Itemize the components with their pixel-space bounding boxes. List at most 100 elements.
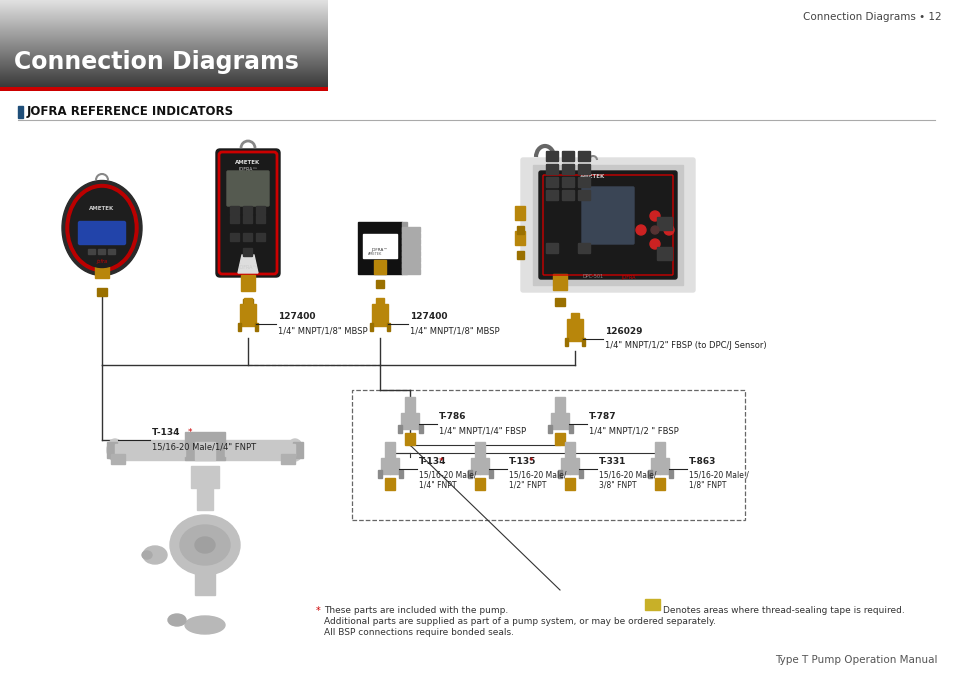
Bar [418,425,422,433]
FancyBboxPatch shape [546,190,558,200]
FancyBboxPatch shape [215,149,280,277]
Bar [647,470,651,478]
Bar [0,9,328,10]
FancyBboxPatch shape [578,178,590,188]
Bar [0,2,328,3]
Text: 126029: 126029 [604,327,641,336]
Bar [0,41,328,42]
Bar [244,298,252,312]
Bar [0,34,328,35]
Circle shape [649,211,659,221]
FancyBboxPatch shape [562,178,574,188]
Text: 1/4" FNPT: 1/4" FNPT [418,480,456,489]
Bar [0,21,328,22]
Bar [241,275,254,291]
Bar [0,81,328,82]
Bar [240,304,255,326]
Text: T-134: T-134 [152,428,182,437]
Bar [0,71,328,72]
Ellipse shape [287,439,303,461]
Bar [668,470,672,478]
Bar [0,60,328,61]
Bar [95,260,109,278]
Bar [547,425,552,433]
Bar [225,444,294,456]
Bar [0,24,328,25]
Bar [0,75,328,76]
Bar [0,14,328,15]
Bar [564,442,575,458]
FancyBboxPatch shape [227,171,269,206]
Bar [489,470,493,478]
Bar [0,61,328,62]
Bar [0,62,328,63]
Bar [0,84,328,85]
Ellipse shape [180,525,230,565]
Bar [555,433,564,445]
Bar [0,69,328,70]
Bar [401,269,419,274]
FancyBboxPatch shape [546,244,558,254]
Bar [0,48,328,49]
Text: *: * [188,428,193,437]
Bar [293,442,303,458]
Bar [0,28,328,29]
Bar [515,206,524,220]
Text: JOFRA™: JOFRA™ [238,167,257,173]
Bar [0,11,328,12]
Bar [0,80,328,81]
Circle shape [650,226,659,234]
Bar [401,233,419,238]
Text: 127400: 127400 [410,312,447,321]
FancyBboxPatch shape [562,165,574,175]
Bar [372,304,388,326]
FancyBboxPatch shape [243,207,253,215]
Circle shape [636,225,645,235]
Bar [551,413,568,429]
Text: Connection Diagrams • 12: Connection Diagrams • 12 [802,12,941,22]
FancyBboxPatch shape [243,234,253,242]
Bar [0,51,328,52]
Text: 15/16-20 Male/: 15/16-20 Male/ [598,471,656,480]
FancyBboxPatch shape [520,158,695,292]
FancyBboxPatch shape [546,178,558,188]
Bar [655,478,664,490]
Text: T-787: T-787 [588,412,616,421]
Text: T-786: T-786 [438,412,466,421]
Bar [385,442,395,458]
Bar [0,59,328,60]
Bar [0,42,328,43]
FancyBboxPatch shape [578,190,590,200]
Bar [0,0,328,1]
Bar [468,470,472,478]
Bar [377,470,381,478]
Bar [0,38,328,39]
Text: 15/16-20 Male/1/4" FNPT: 15/16-20 Male/1/4" FNPT [152,442,255,451]
Bar [0,63,328,64]
Bar [375,298,384,312]
Bar [0,31,328,32]
Ellipse shape [62,180,142,275]
Text: 15/16-20 Male/: 15/16-20 Male/ [509,471,566,480]
Text: 1/4" MNPT/1/8" MBSP: 1/4" MNPT/1/8" MBSP [277,326,367,335]
Ellipse shape [143,546,167,564]
Bar [0,23,328,24]
Bar [0,36,328,37]
Bar [571,313,578,327]
Bar [115,440,294,460]
Text: These parts are included with the pump.: These parts are included with the pump. [324,606,508,615]
Text: T-134: T-134 [418,457,446,466]
Bar [644,599,659,610]
Bar [194,442,214,460]
Bar [0,44,328,45]
FancyBboxPatch shape [256,215,265,223]
Ellipse shape [194,537,214,553]
Text: Additional parts are supplied as part of a pump system, or may be ordered separa: Additional parts are supplied as part of… [324,617,716,626]
Circle shape [663,225,673,235]
Bar [401,263,419,268]
Bar [0,82,328,83]
Bar [0,58,328,59]
FancyBboxPatch shape [231,215,239,223]
Bar [405,397,415,413]
Bar [558,470,561,478]
